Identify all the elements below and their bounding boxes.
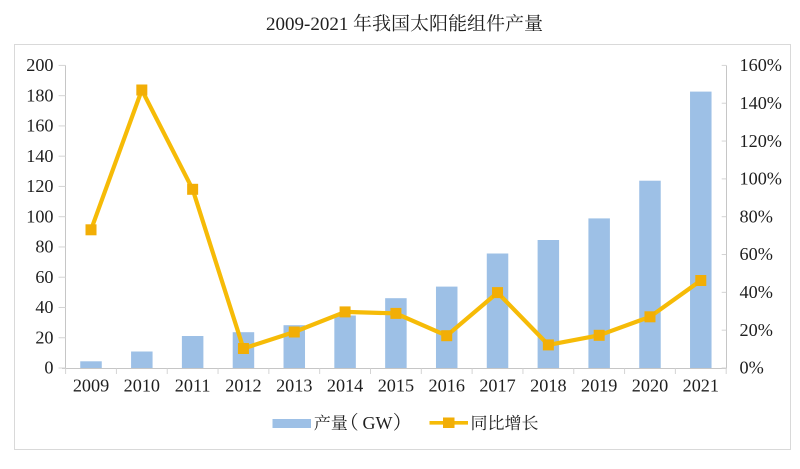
svg-text:0: 0 [44, 358, 53, 378]
svg-text:2019: 2019 [581, 376, 617, 396]
svg-text:2011: 2011 [175, 376, 211, 396]
svg-text:2009-2021: 2009-2021 [266, 14, 348, 35]
svg-text:160: 160 [26, 116, 53, 136]
svg-text:40%: 40% [740, 282, 773, 302]
svg-text:200: 200 [26, 55, 53, 75]
svg-text:2014: 2014 [327, 376, 363, 396]
svg-text:120: 120 [26, 176, 53, 196]
svg-text:2010: 2010 [124, 376, 160, 396]
svg-text:2018: 2018 [530, 376, 566, 396]
svg-text:80%: 80% [740, 206, 773, 226]
svg-text:120%: 120% [740, 131, 782, 151]
svg-text:140%: 140% [740, 93, 782, 113]
svg-text:100%: 100% [740, 169, 782, 189]
svg-text:20: 20 [35, 327, 53, 347]
svg-text:2017: 2017 [479, 376, 515, 396]
svg-text:100: 100 [26, 206, 53, 226]
svg-text:40: 40 [35, 297, 53, 317]
svg-text:2009: 2009 [73, 376, 109, 396]
svg-text:160%: 160% [740, 55, 782, 75]
svg-text:2013: 2013 [276, 376, 312, 396]
svg-text:2012: 2012 [225, 376, 261, 396]
svg-text:2016: 2016 [429, 376, 465, 396]
svg-text:60%: 60% [740, 244, 773, 264]
svg-text:2021: 2021 [683, 376, 719, 396]
svg-text:20%: 20% [740, 320, 773, 340]
svg-text:0%: 0% [740, 358, 764, 378]
svg-text:140: 140 [26, 146, 53, 166]
svg-text:60: 60 [35, 267, 53, 287]
svg-text:80: 80 [35, 237, 53, 257]
svg-text:2020: 2020 [632, 376, 668, 396]
svg-text:180: 180 [26, 85, 53, 105]
svg-text:GW: GW [363, 413, 393, 433]
svg-text:2015: 2015 [378, 376, 414, 396]
